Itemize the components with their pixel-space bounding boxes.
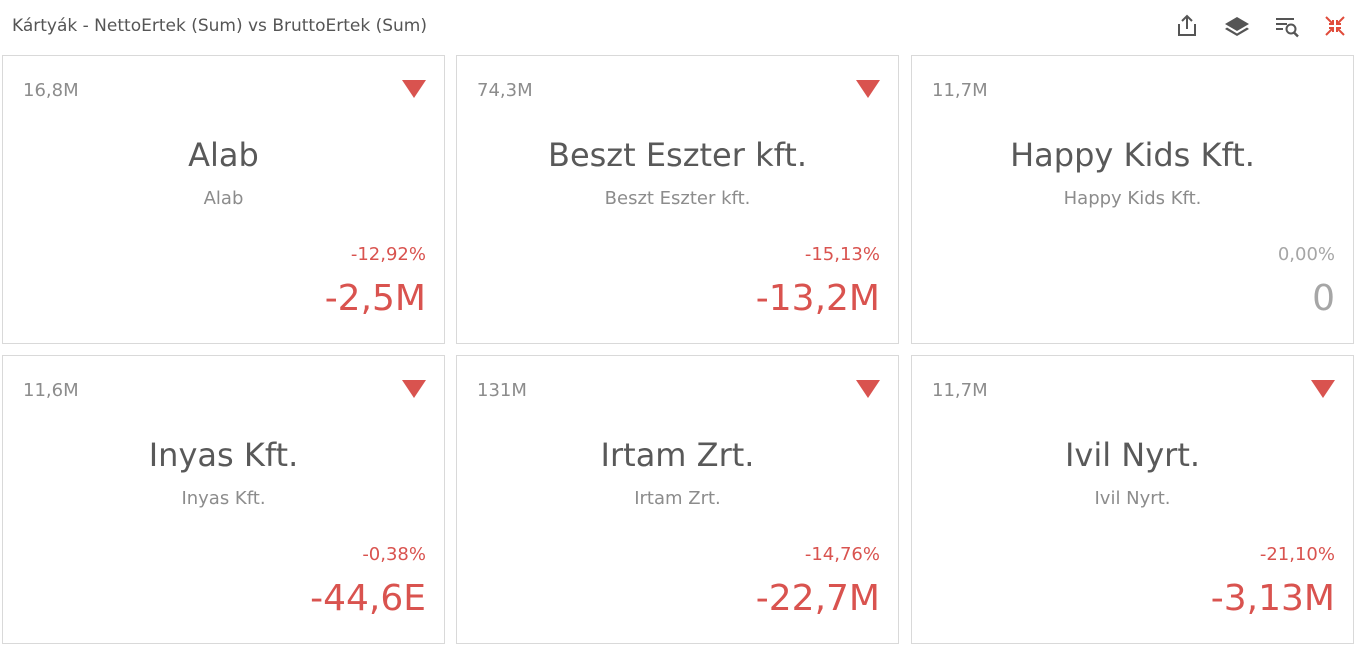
card-percent-variation: -12,92% bbox=[350, 244, 426, 265]
card-absolute-variation: -13,2M bbox=[755, 278, 880, 319]
card-absolute-variation: -44,6E bbox=[310, 578, 426, 619]
card-ivil[interactable]: 11,7M Ivil Nyrt. Ivil Nyrt. -21,10% -3,1… bbox=[911, 355, 1354, 644]
card-title: Ivil Nyrt. bbox=[1064, 436, 1201, 474]
card-beszt-eszter[interactable]: 74,3M Beszt Eszter kft. Beszt Eszter kft… bbox=[456, 55, 899, 344]
dashboard-item-title: Kártyák - NettoErtek (Sum) vs BruttoErte… bbox=[12, 16, 427, 36]
card-target-value: 131M bbox=[477, 380, 527, 401]
card-target-value: 16,8M bbox=[23, 80, 79, 101]
card-target-value: 74,3M bbox=[477, 80, 533, 101]
card-absolute-variation: 0 bbox=[1312, 278, 1335, 319]
card-irtam[interactable]: 131M Irtam Zrt. Irtam Zrt. -14,76% -22,7… bbox=[456, 355, 899, 644]
card-target-value: 11,7M bbox=[932, 380, 988, 401]
card-percent-variation: -21,10% bbox=[1259, 544, 1335, 565]
card-title: Beszt Eszter kft. bbox=[547, 136, 808, 174]
export-icon bbox=[1178, 14, 1196, 36]
card-absolute-variation: -22,7M bbox=[755, 578, 880, 619]
filter-button[interactable] bbox=[1273, 12, 1301, 40]
trend-down-icon bbox=[856, 380, 880, 398]
card-subtitle: Irtam Zrt. bbox=[634, 488, 721, 509]
card-percent-variation: -15,13% bbox=[804, 244, 880, 265]
dashboard-item-header: Kártyák - NettoErtek (Sum) vs BruttoErte… bbox=[0, 0, 1361, 54]
collapse-icon bbox=[1325, 16, 1345, 36]
card-subtitle: Happy Kids Kft. bbox=[1063, 188, 1202, 209]
card-percent-variation: -0,38% bbox=[362, 544, 426, 565]
export-button[interactable] bbox=[1173, 12, 1201, 40]
card-title: Happy Kids Kft. bbox=[1010, 136, 1255, 174]
layers-button[interactable] bbox=[1223, 12, 1251, 40]
card-happy-kids[interactable]: 11,7M Happy Kids Kft. Happy Kids Kft. 0,… bbox=[911, 55, 1354, 344]
restore-button[interactable] bbox=[1321, 12, 1349, 40]
card-title: Inyas Kft. bbox=[148, 436, 299, 474]
card-subtitle: Inyas Kft. bbox=[181, 488, 266, 509]
trend-down-icon bbox=[402, 380, 426, 398]
card-title: Alab bbox=[188, 136, 259, 174]
filter-search-icon bbox=[1276, 18, 1299, 38]
card-absolute-variation: -3,13M bbox=[1210, 578, 1335, 619]
card-subtitle: Beszt Eszter kft. bbox=[604, 188, 751, 209]
card-inyas[interactable]: 11,6M Inyas Kft. Inyas Kft. -0,38% -44,6… bbox=[2, 355, 445, 644]
card-absolute-variation: -2,5M bbox=[324, 278, 426, 319]
trend-down-icon bbox=[402, 80, 426, 98]
card-alab[interactable]: 16,8M Alab Alab -12,92% -2,5M bbox=[2, 55, 445, 344]
card-title: Irtam Zrt. bbox=[600, 436, 755, 474]
card-target-value: 11,6M bbox=[23, 380, 79, 401]
trend-down-icon bbox=[856, 80, 880, 98]
card-target-value: 11,7M bbox=[932, 80, 988, 101]
card-subtitle: Ivil Nyrt. bbox=[1094, 488, 1171, 509]
trend-down-icon bbox=[1311, 380, 1335, 398]
card-percent-variation: -14,76% bbox=[804, 544, 880, 565]
card-subtitle: Alab bbox=[203, 188, 244, 209]
layers-icon bbox=[1225, 17, 1249, 36]
card-percent-variation: 0,00% bbox=[1277, 244, 1335, 265]
